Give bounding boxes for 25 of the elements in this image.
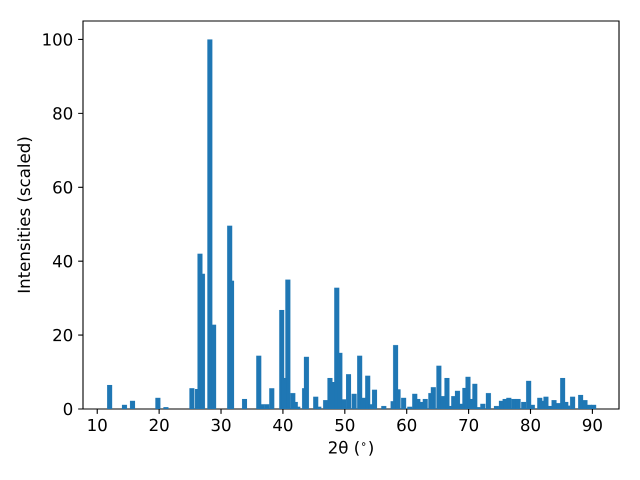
bar — [381, 406, 386, 409]
bar — [130, 400, 136, 409]
x-tick-label: 80 — [521, 418, 540, 432]
y-tick-label: 40 — [52, 254, 72, 268]
bar — [313, 396, 318, 409]
y-tick-label: 100 — [43, 33, 72, 46]
bar — [107, 384, 112, 409]
y-tick-label: 0 — [64, 402, 72, 416]
x-tick-label: 70 — [459, 418, 478, 432]
y-tick-label: 80 — [53, 107, 72, 120]
bar — [256, 356, 262, 409]
x-tick-label: 50 — [336, 418, 354, 432]
y-tick-label: 60 — [53, 181, 72, 194]
y-axis-title: Intensities (scaled) — [17, 138, 32, 292]
bar — [155, 398, 160, 409]
bar — [242, 398, 248, 409]
x-tick-label: 90 — [582, 418, 602, 432]
x-tick-label: 10 — [88, 418, 107, 432]
y-tick-label: 20 — [53, 328, 72, 342]
x-axis-title: 2θ ($^{∘}$) — [328, 440, 373, 456]
x-tick-label: 20 — [150, 418, 169, 432]
x-tick-label: 60 — [397, 418, 416, 432]
bar — [122, 404, 128, 409]
x-tick-label: 30 — [212, 418, 230, 432]
x-tick-label: 40 — [273, 418, 292, 432]
